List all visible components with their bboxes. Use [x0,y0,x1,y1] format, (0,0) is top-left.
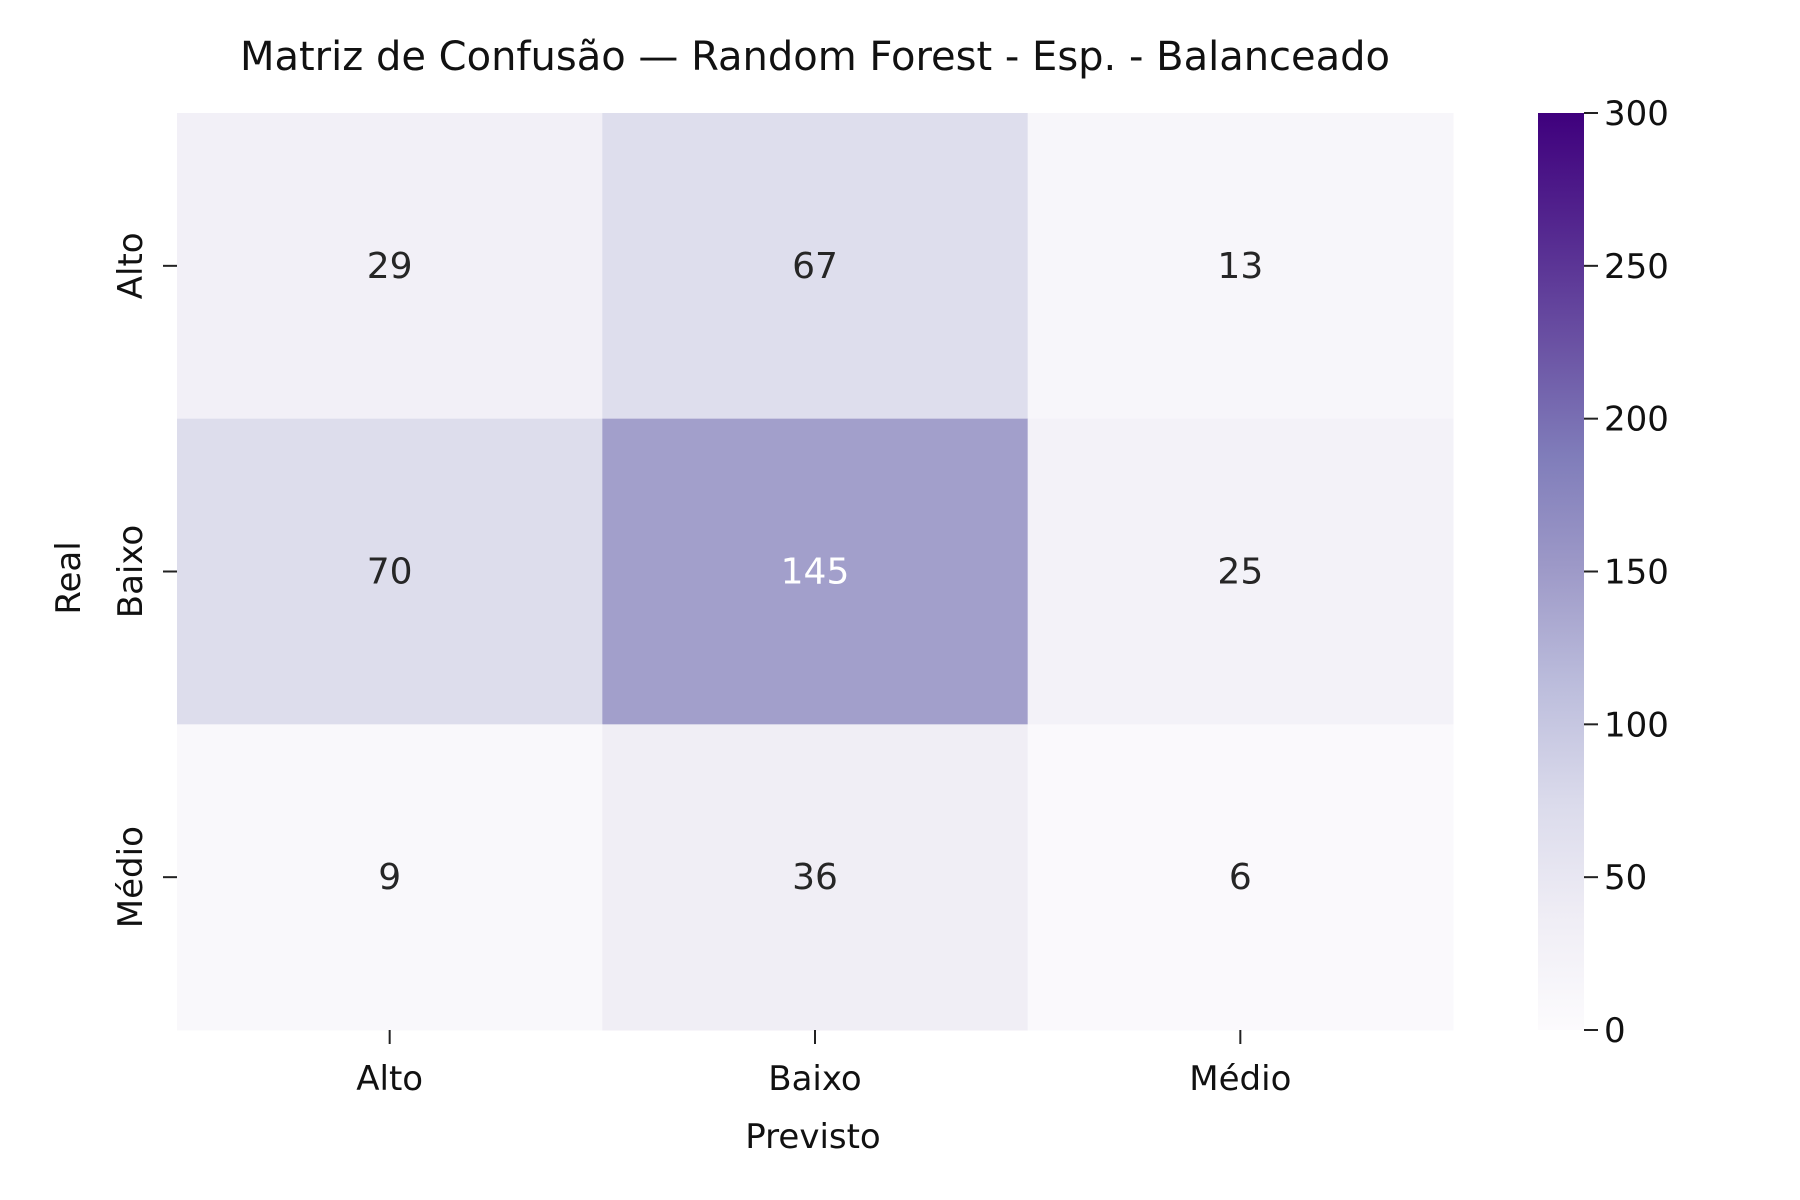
x-axis-label: Previsto [745,1117,880,1157]
x-tick-label: Médio [1189,1059,1291,1099]
cell-value-label: 36 [792,857,838,898]
heatmap-cell [1027,724,1454,1031]
cell-value-label: 145 [781,552,850,593]
heatmap-cell [602,418,1029,725]
colorbar-tick-label: 250 [1604,247,1669,287]
cell-value-label: 25 [1217,552,1263,593]
heatmap-cell [602,724,1029,1031]
y-axis-ticks: Alto Baixo Médio [111,232,177,928]
colorbar-tick-label: 0 [1604,1011,1626,1051]
heatmap-cell [177,418,603,725]
colorbar-tick-label: 300 [1604,94,1669,134]
chart-title: Matriz de Confusão — Random Forest - Esp… [240,34,1390,80]
heatmap-cell [177,724,603,1031]
x-tick-label: Alto [356,1059,423,1099]
heatmap-cell-labels: 29 67 13 70 145 25 9 36 6 [367,246,1263,898]
cell-value-label: 29 [367,246,413,287]
heatmap-cell [177,113,603,420]
y-tick-label: Alto [111,232,151,299]
cell-value-label: 13 [1217,246,1263,287]
heatmap-cell [602,113,1029,420]
heatmap-cell [1027,113,1454,420]
x-tick-label: Baixo [768,1059,861,1099]
y-tick-label: Baixo [111,525,151,618]
y-axis-label: Real [49,541,89,614]
heatmap-cells [177,113,1454,1031]
y-tick-label: Médio [111,826,151,928]
colorbar-tick-label: 150 [1604,553,1669,593]
x-axis-ticks: Alto Baixo Médio [356,1030,1291,1099]
colorbar [1538,113,1584,1030]
cell-value-label: 70 [367,552,413,593]
colorbar-tick-label: 50 [1604,858,1647,898]
colorbar-tick-label: 100 [1604,705,1669,745]
cell-value-label: 67 [792,246,838,287]
cell-value-label: 9 [378,857,401,898]
colorbar-ticks: 0 50 100 150 200 250 300 [1584,94,1669,1051]
colorbar-tick-label: 200 [1604,400,1669,440]
heatmap-cell [1027,418,1454,725]
cell-value-label: 6 [1229,857,1252,898]
